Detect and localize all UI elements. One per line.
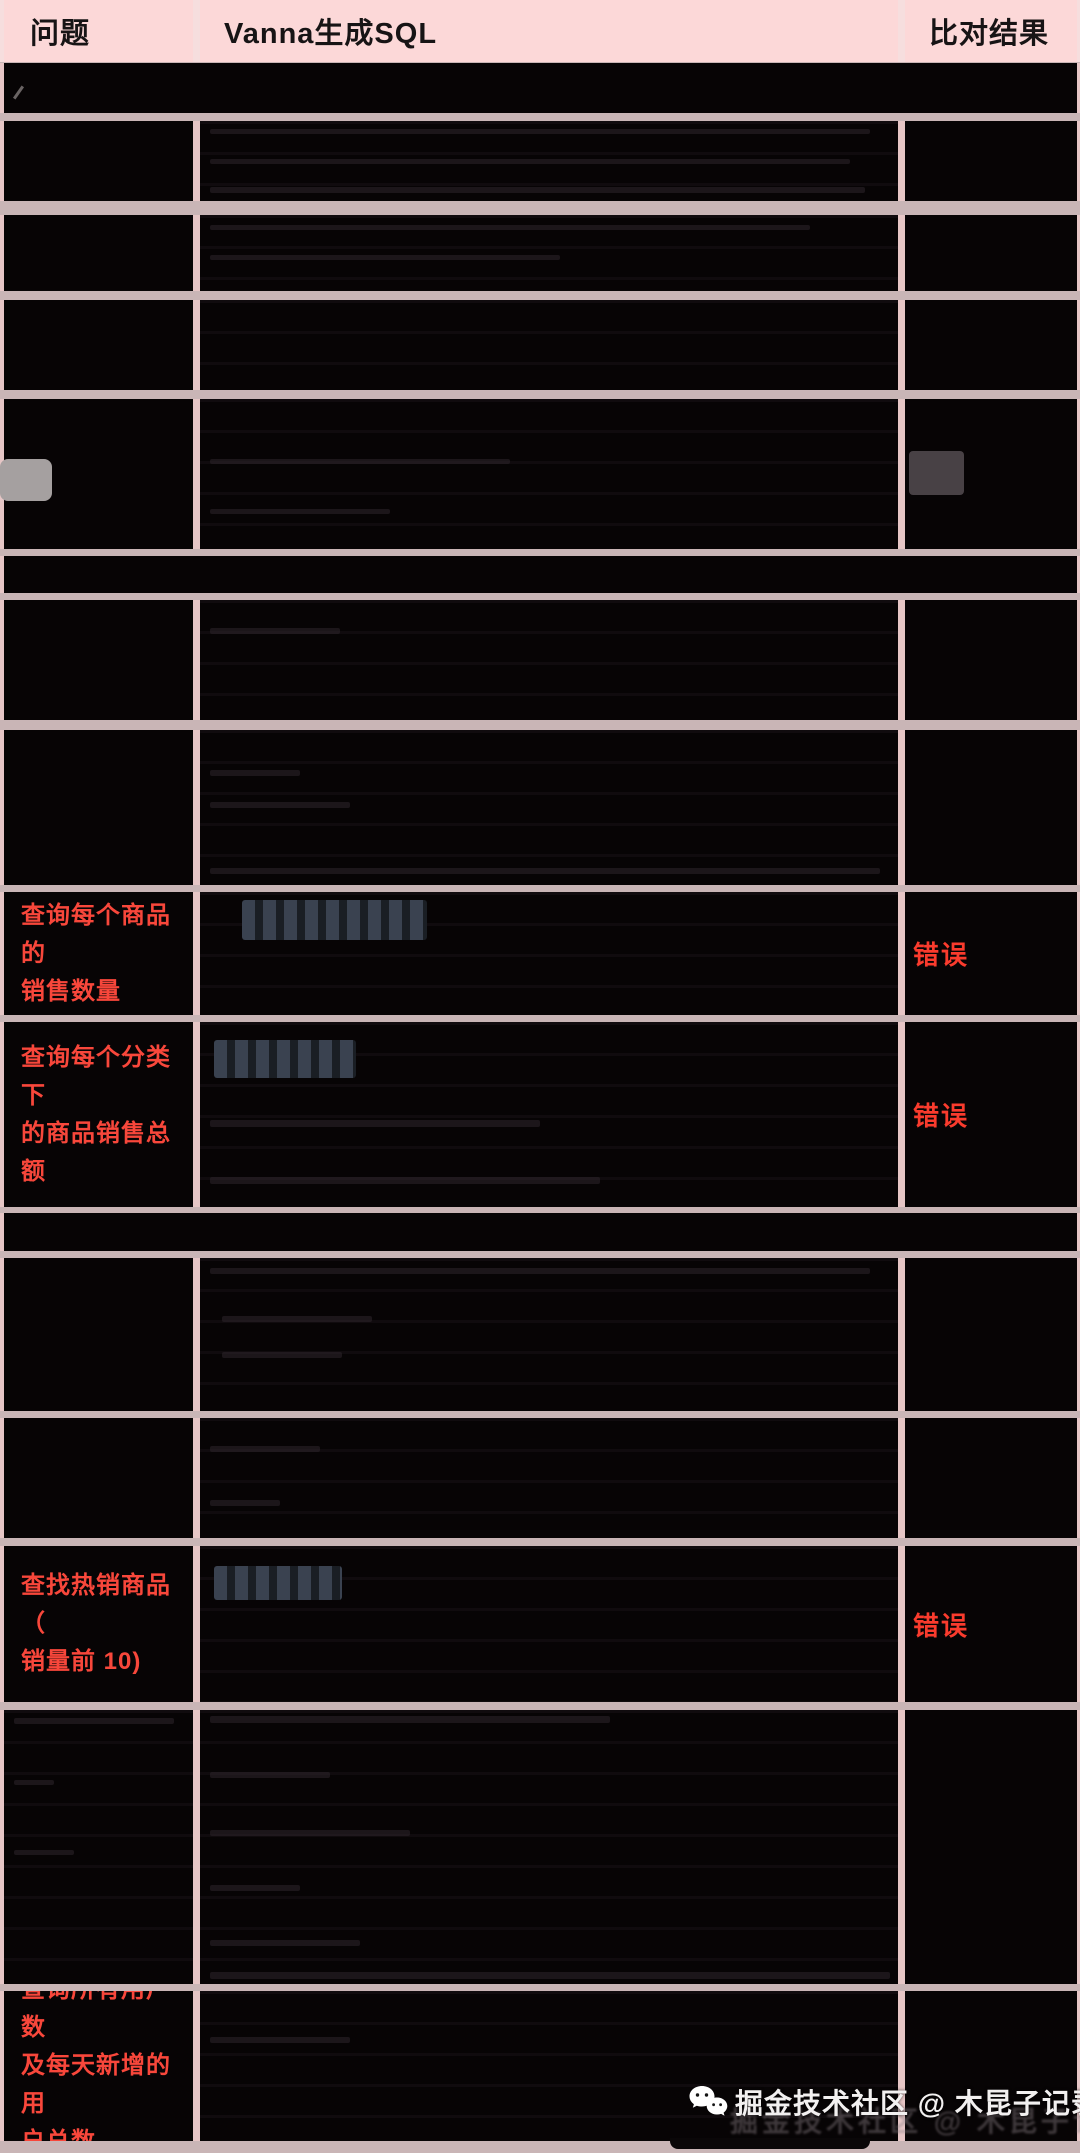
question-cell: 查找热销商品（ 销量前 10) [4,1546,193,1702]
table-row [0,121,1080,201]
result-cell [905,121,1077,201]
table-row [0,730,1080,885]
result-cell [905,399,1077,549]
table-row [0,1710,1080,1984]
sql-cell [200,600,898,720]
watermark-text: 掘金技术社区 @ 木昆子记录AI [735,2088,1080,2119]
question-cell [4,300,193,390]
error-badge: 错误 [913,1101,970,1131]
question-cell: 查询每个商品的 销售数量 [4,892,193,1015]
result-cell [905,1258,1077,1411]
table-row-error: 查询每个商品的 销售数量 错误 [0,892,1080,1015]
header-sql: Vanna生成SQL [200,0,898,62]
result-cell [905,730,1077,885]
error-badge: 错误 [913,1610,970,1641]
table-row [0,600,1080,720]
table-row-error: 查找热销商品（ 销量前 10) 错误 [0,1546,1080,1702]
redaction-smudge [242,900,427,940]
result-cell [905,1991,1077,2141]
table-row-error: 查询所有用户数 及每天新增的用 户总数 [0,1991,1080,2141]
watermark-ghost: 掘金技术社区 @ 木昆子记录AI [730,2106,1080,2137]
question-cell: 查询所有用户数 及每天新增的用 户总数 [4,1991,193,2141]
question-text: 查找热销商品（ 销量前 10) [21,1572,171,1675]
header-result: 比对结果 [905,0,1077,62]
redaction-smudge [0,459,52,501]
redacted-band [0,1213,1080,1251]
sql-cell [200,1418,898,1538]
question-cell [4,1418,193,1538]
sql-cell [200,1258,898,1411]
question-text: 查询每个商品的 销售数量 [21,901,171,1005]
result-cell [905,300,1077,390]
result-cell [905,600,1077,720]
question-cell [4,121,193,201]
question-cell [4,215,193,291]
table-row-error: 查询每个分类下 的商品销售总额 错误 [0,1022,1080,1207]
redaction-mark [12,85,25,100]
result-cell: 错误 [905,1022,1077,1207]
question-cell [4,1258,193,1411]
table-header-row: 问题 Vanna生成SQL 比对结果 [0,0,1080,62]
table-row [0,1258,1080,1411]
redaction-smudge [214,1566,342,1600]
redaction-smudge [214,1040,356,1078]
sql-cell [200,1022,898,1207]
redacted-band [0,63,1080,113]
header-question: 问题 [4,0,193,62]
question-cell [4,600,193,720]
sql-cell [200,1991,898,2141]
sql-cell [200,730,898,885]
question-text: 查询每个分类下 的商品销售总额 [21,1043,171,1185]
question-cell [4,1710,193,1984]
sql-cell [200,121,898,201]
sql-cell [200,215,898,291]
question-cell [4,730,193,885]
table-row [0,215,1080,291]
result-cell [905,215,1077,291]
question-text: 查询所有用户数 及每天新增的用 户总数 [21,1991,171,2141]
result-cell: 错误 [905,892,1077,1015]
redacted-band [0,556,1080,593]
sql-cell [200,1710,898,1984]
table-row [0,399,1080,549]
table-row [0,1418,1080,1538]
sql-cell [200,1546,898,1702]
wechat-icon [688,2084,728,2120]
result-cell: 错误 [905,1546,1077,1702]
error-badge: 错误 [913,940,970,970]
watermark: 掘金技术社区 @ 木昆子记录AI [688,2082,1080,2122]
question-cell: 查询每个分类下 的商品销售总额 [4,1022,193,1207]
sql-cell [200,399,898,549]
result-cell [905,1710,1077,1984]
redaction-smudge [909,451,964,495]
sql-cell [200,892,898,1015]
table-row [0,300,1080,390]
sql-cell [200,300,898,390]
result-cell [905,1418,1077,1538]
redaction-mark [670,2138,870,2149]
